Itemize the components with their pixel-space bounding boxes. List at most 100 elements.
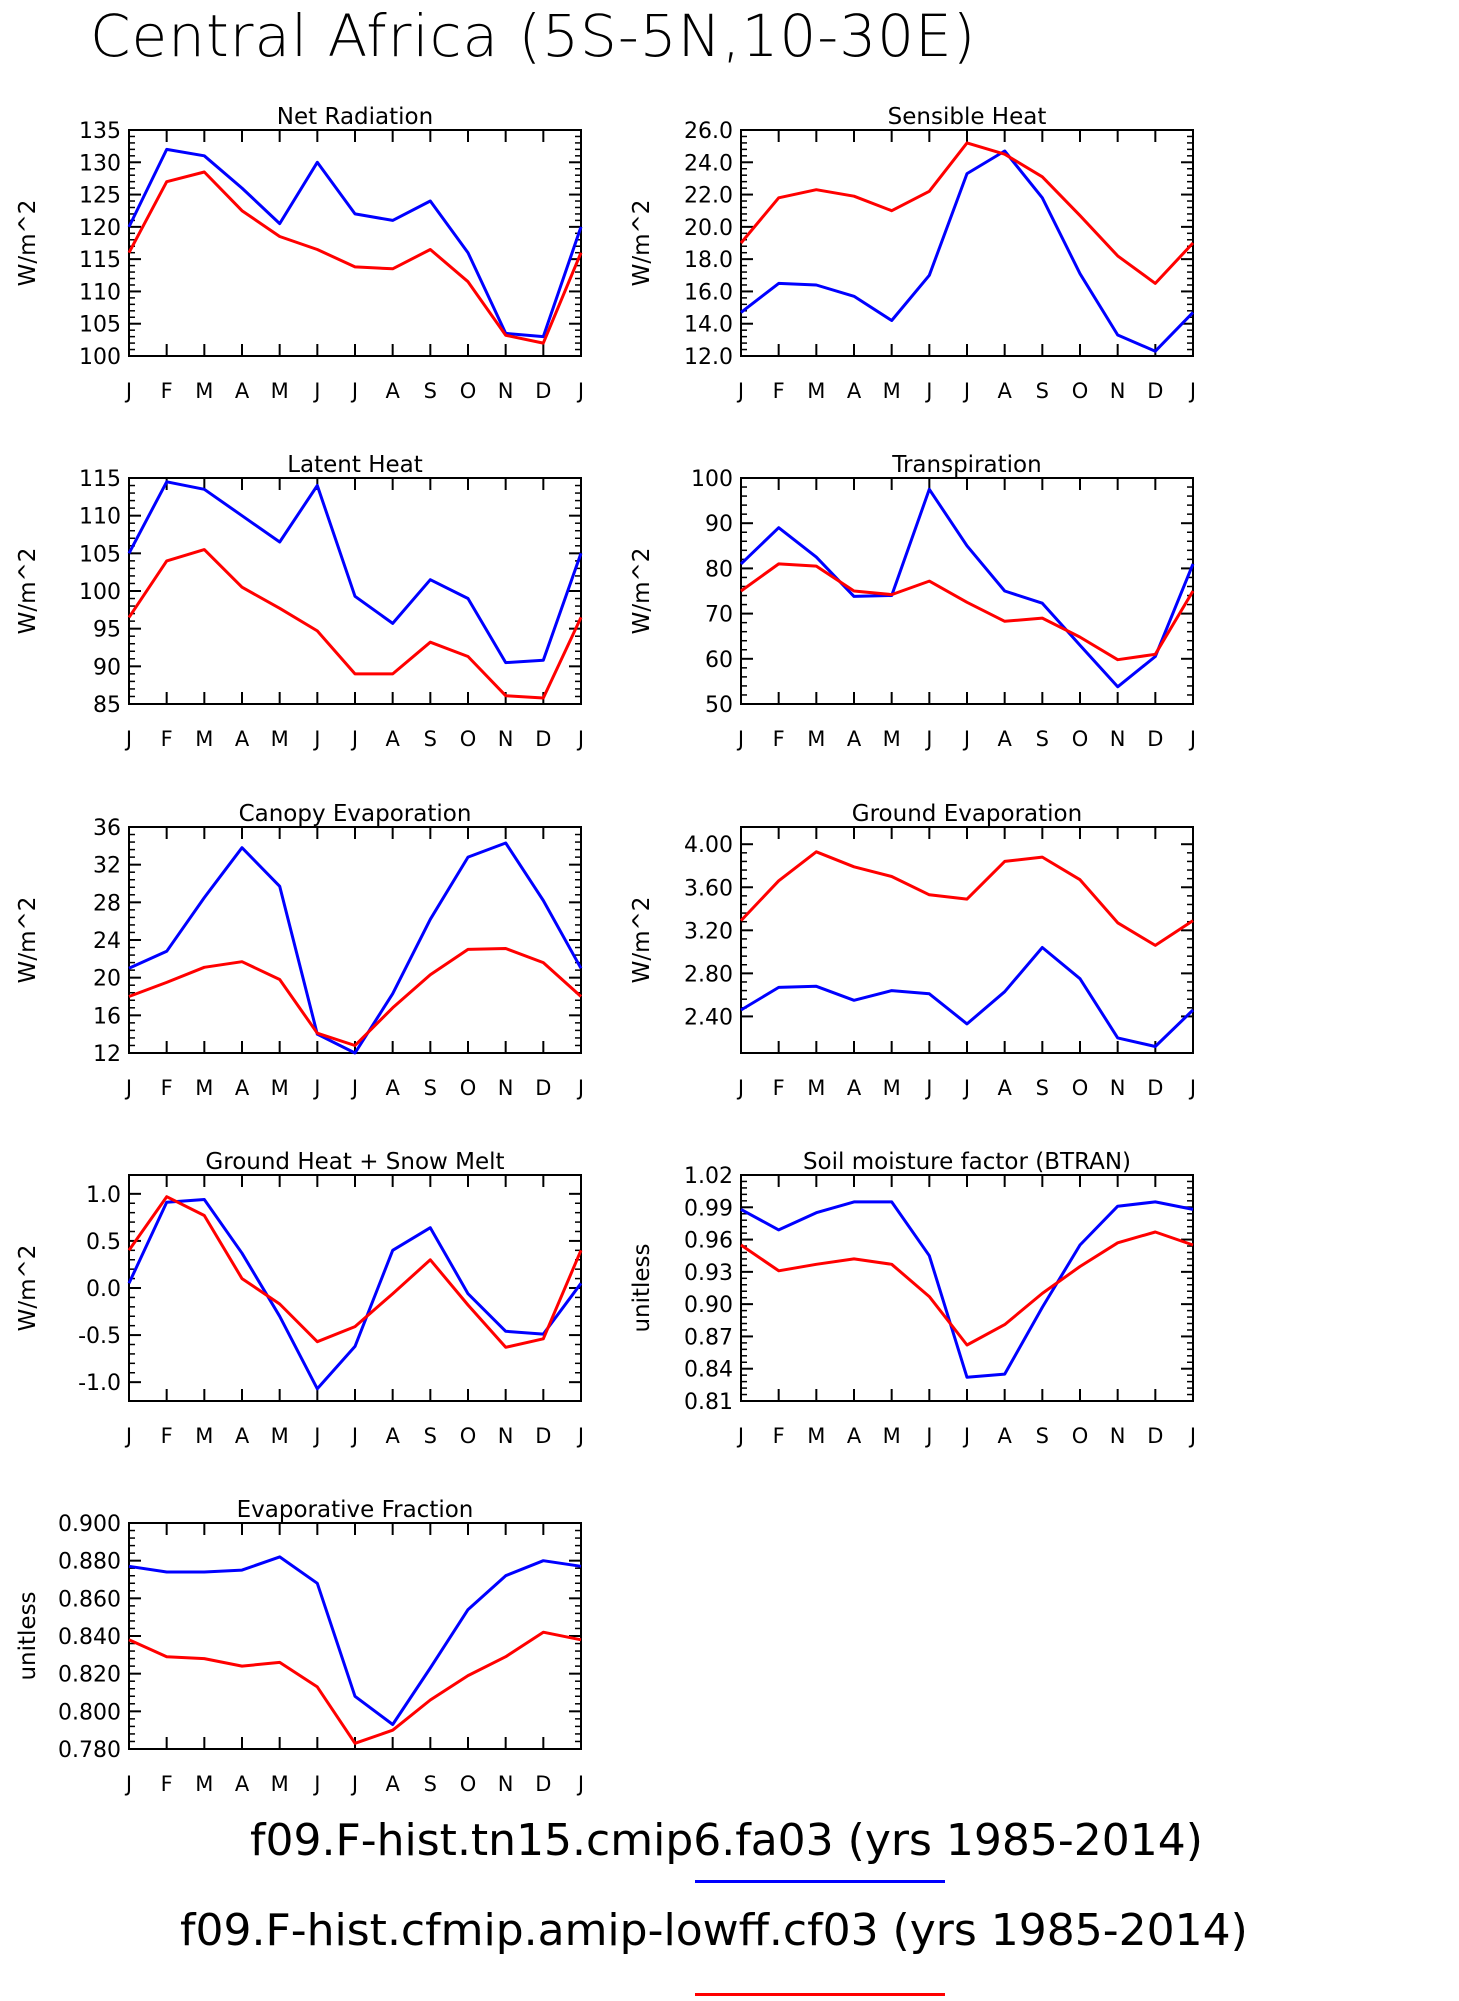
x-tick-label: D xyxy=(1147,1076,1163,1100)
series-line-2 xyxy=(739,850,1194,947)
y-tick-label: 0.96 xyxy=(684,1229,733,1254)
y-axis-label: unitless xyxy=(629,1243,655,1332)
x-tick-label: F xyxy=(161,727,173,751)
series-line-2 xyxy=(128,1630,582,1745)
x-tick-label: M xyxy=(195,1076,213,1100)
plot-frame xyxy=(128,477,582,705)
series-line-2 xyxy=(127,548,583,700)
x-tick-label: S xyxy=(424,1424,437,1448)
y-tick-label: 0.5 xyxy=(86,1230,121,1255)
y-tick-label: 0.81 xyxy=(684,1390,733,1415)
x-tick-label: J xyxy=(924,379,932,403)
x-tick-label: M xyxy=(271,1772,289,1796)
y-tick-label: 20.0 xyxy=(684,216,733,241)
x-tick-label: A xyxy=(997,1076,1012,1100)
x-tick-label: S xyxy=(424,727,437,751)
series-line-1 xyxy=(128,1555,582,1726)
chart-title: Latent Heat xyxy=(287,452,423,478)
x-tick-label: F xyxy=(161,1424,173,1448)
x-tick-label: J xyxy=(736,727,744,751)
x-tick-label: D xyxy=(1147,727,1163,751)
y-tick-label: 105 xyxy=(79,313,121,338)
x-tick-label: A xyxy=(847,727,862,751)
y-tick-label: 90 xyxy=(705,512,733,537)
legend-entry-case1: f09.F-hist.tn15.cmip6.fa03 (yrs 1985-201… xyxy=(250,1815,1203,1866)
y-tick-label: -1.0 xyxy=(78,1371,121,1396)
chart-title: Sensible Heat xyxy=(888,104,1047,130)
chart-title: Transpiration xyxy=(891,452,1041,478)
x-tick-label: A xyxy=(385,1772,400,1796)
y-tick-label: 100 xyxy=(691,467,733,492)
x-tick-label: A xyxy=(385,379,400,403)
y-tick-label: 0.820 xyxy=(58,1663,121,1688)
x-tick-label: J xyxy=(962,379,970,403)
x-tick-label: N xyxy=(498,727,514,751)
x-tick-label: O xyxy=(1072,1076,1089,1100)
x-tick-label: J xyxy=(350,1772,358,1796)
x-tick-label: O xyxy=(460,727,477,751)
y-tick-label: 115 xyxy=(79,467,121,492)
chart-panel-2: J F M A M J J A S O N D J12.014.016.018.020.022.024.… xyxy=(629,104,1196,403)
y-tick-label: 100 xyxy=(79,345,121,370)
x-tick-label: M xyxy=(271,1076,289,1100)
series-line-2 xyxy=(127,1195,583,1349)
plot-frame xyxy=(740,477,1194,705)
x-tick-label: A xyxy=(847,379,862,403)
y-tick-label: 0.840 xyxy=(58,1625,121,1650)
x-tick-label: A xyxy=(997,727,1012,751)
series-line-1 xyxy=(740,1200,1194,1379)
chart-title: Ground Evaporation xyxy=(852,801,1082,827)
y-tick-label: 24 xyxy=(93,929,121,954)
chart-panel-4: J F M A M J J A S O N D J5060708090100TranspirationW… xyxy=(629,452,1196,751)
legend-label-case2: f09.F-hist.cfmip.amip-lowff.cf03 (yrs 19… xyxy=(180,1905,1248,1956)
x-tick-label: O xyxy=(1072,1424,1089,1448)
y-tick-label: 16 xyxy=(93,1004,121,1029)
x-tick-label: O xyxy=(1072,727,1089,751)
x-tick-label: J xyxy=(736,1424,744,1448)
x-tick-label: S xyxy=(1036,1076,1049,1100)
y-tick-label: 125 xyxy=(79,184,121,209)
y-tick-label: 70 xyxy=(705,603,733,628)
y-tick-label: -0.5 xyxy=(78,1324,121,1349)
legend-entry-case2: f09.F-hist.cfmip.amip-lowff.cf03 (yrs 19… xyxy=(180,1905,1248,1956)
y-tick-label: 26.0 xyxy=(684,119,733,144)
y-tick-label: 130 xyxy=(79,151,121,176)
x-tick-label: J xyxy=(312,1424,320,1448)
x-tick-label: A xyxy=(235,727,250,751)
y-axis-label: W/m^2 xyxy=(629,548,655,635)
x-tick-label: J xyxy=(962,1076,970,1100)
x-tick-label: J xyxy=(962,727,970,751)
x-tick-label: F xyxy=(773,727,785,751)
x-tick-label: J xyxy=(1188,1076,1196,1100)
y-axis-label: W/m^2 xyxy=(629,200,655,287)
x-tick-label: F xyxy=(161,1772,173,1796)
y-tick-label: 18.0 xyxy=(684,248,733,273)
y-tick-label: 22.0 xyxy=(684,184,733,209)
x-tick-label: J xyxy=(124,1076,132,1100)
x-tick-label: M xyxy=(807,1424,825,1448)
x-tick-label: M xyxy=(195,727,213,751)
y-tick-label: 110 xyxy=(79,280,121,305)
plot-frame xyxy=(128,129,582,357)
y-tick-label: 0.900 xyxy=(58,1512,121,1537)
y-tick-label: 32 xyxy=(93,854,121,879)
chart-title: Evaporative Fraction xyxy=(237,1497,474,1523)
x-tick-label: J xyxy=(576,727,584,751)
x-tick-label: J xyxy=(124,1772,132,1796)
x-tick-label: D xyxy=(535,727,551,751)
x-tick-label: M xyxy=(271,379,289,403)
x-tick-label: J xyxy=(124,727,132,751)
y-tick-label: 4.00 xyxy=(684,833,733,858)
x-tick-label: J xyxy=(350,379,358,403)
series-line-2 xyxy=(740,562,1195,662)
x-tick-label: M xyxy=(883,379,901,403)
y-tick-label: 95 xyxy=(93,618,121,643)
x-tick-label: M xyxy=(883,727,901,751)
x-tick-label: J xyxy=(124,1424,132,1448)
x-tick-label: J xyxy=(124,379,132,403)
y-tick-label: 3.60 xyxy=(684,876,733,901)
x-tick-label: F xyxy=(161,379,173,403)
x-tick-label: A xyxy=(997,379,1012,403)
